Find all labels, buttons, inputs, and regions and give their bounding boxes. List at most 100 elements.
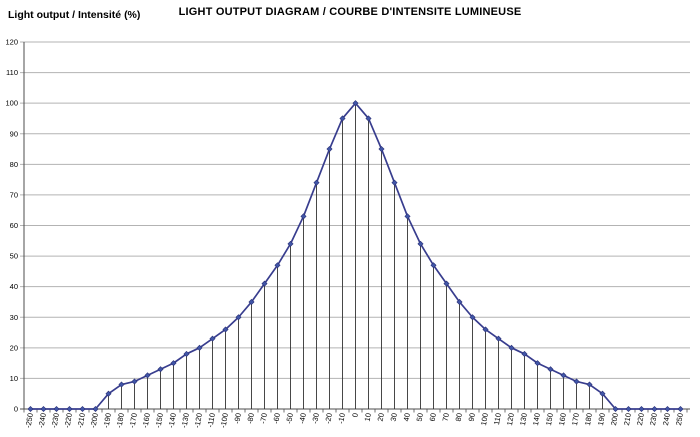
y-tick-label: 30	[10, 313, 18, 322]
x-tick-label: 20	[376, 412, 386, 422]
data-point-marker	[339, 115, 346, 122]
x-tick-label: -240	[36, 412, 47, 428]
x-tick-label: 80	[454, 412, 464, 422]
y-tick-label: 100	[5, 99, 18, 108]
data-point-marker	[79, 405, 86, 413]
x-tick-label: 100	[479, 412, 490, 426]
x-tick-label: 230	[648, 412, 659, 426]
data-point-marker	[365, 115, 372, 122]
x-tick-label: 10	[363, 412, 373, 422]
data-point-marker	[560, 372, 567, 379]
x-tick-label: 180	[583, 412, 594, 426]
data-point-marker	[287, 240, 294, 247]
data-point-marker	[378, 146, 385, 153]
x-tick-label: 200	[609, 412, 620, 426]
data-point-marker	[170, 360, 177, 367]
x-tick-label: -110	[206, 412, 217, 428]
x-tick-label: 110	[492, 412, 503, 425]
data-point-marker	[638, 405, 645, 413]
data-point-marker	[27, 405, 34, 413]
y-tick-label: 110	[6, 68, 18, 77]
data-point-marker	[209, 335, 216, 342]
data-point-marker	[547, 366, 554, 373]
x-tick-label: -40	[297, 412, 308, 424]
data-point-marker	[521, 350, 528, 357]
y-tick-label: 80	[10, 160, 18, 169]
x-tick-label: -20	[323, 412, 334, 424]
data-point-marker	[40, 405, 47, 413]
data-point-marker	[456, 298, 463, 305]
data-point-marker	[404, 213, 411, 220]
data-point-marker	[300, 213, 307, 220]
x-tick-label: -140	[166, 412, 177, 428]
x-tick-label: -70	[258, 412, 269, 424]
data-point-marker	[586, 381, 593, 388]
data-point-marker	[196, 344, 203, 351]
y-tick-label: 70	[10, 190, 18, 199]
data-point-marker	[612, 405, 619, 413]
x-tick-label: -230	[49, 412, 60, 428]
data-point-marker	[443, 280, 450, 287]
x-tick-label: -250	[23, 412, 34, 428]
data-point-marker	[144, 372, 151, 379]
data-point-marker	[183, 350, 190, 357]
x-tick-label: 210	[622, 412, 633, 426]
data-point-marker	[274, 262, 281, 269]
data-point-marker	[313, 179, 320, 186]
data-point-marker	[599, 390, 606, 397]
y-tick-label: 90	[10, 129, 18, 138]
x-tick-label: 30	[389, 412, 399, 422]
y-tick-label: 120	[5, 38, 18, 47]
x-tick-label: 140	[531, 412, 542, 426]
x-tick-label: 170	[570, 412, 581, 426]
data-point-marker	[534, 360, 541, 367]
data-point-marker	[391, 179, 398, 186]
x-tick-label: 40	[402, 412, 412, 422]
data-point-marker	[105, 390, 112, 397]
y-tick-label: 0	[14, 405, 18, 414]
y-tick-label: 50	[10, 252, 18, 261]
x-tick-label: -130	[179, 412, 190, 428]
x-tick-label: -30	[310, 412, 321, 424]
data-point-marker	[664, 405, 671, 413]
x-tick-label: -120	[192, 412, 203, 428]
data-point-marker	[495, 335, 502, 342]
x-tick-label: 130	[518, 412, 529, 426]
x-tick-label: 150	[544, 412, 555, 426]
data-point-marker	[677, 405, 684, 413]
data-point-marker	[417, 240, 424, 247]
x-tick-label: -100	[218, 412, 229, 428]
x-tick-label: 50	[415, 412, 425, 422]
x-tick-label: 220	[635, 412, 646, 426]
data-point-marker	[326, 146, 333, 153]
data-point-marker	[352, 100, 359, 107]
x-tick-label: -170	[127, 412, 138, 428]
x-tick-label: 190	[596, 412, 607, 426]
y-tick-label: 20	[10, 343, 18, 352]
data-point-marker	[482, 326, 489, 333]
x-tick-label: 70	[441, 412, 451, 422]
x-tick-label: 0	[350, 412, 360, 418]
data-point-marker	[430, 262, 437, 269]
chart-title: LIGHT OUTPUT DIAGRAM / COURBE D'INTENSIT…	[178, 6, 522, 18]
data-point-marker	[235, 314, 242, 321]
data-point-marker	[651, 405, 658, 413]
x-tick-label: 240	[661, 412, 672, 426]
x-tick-label: -220	[62, 412, 73, 428]
x-tick-label: -60	[271, 412, 282, 424]
data-point-marker	[118, 381, 125, 388]
x-tick-label: -90	[232, 412, 243, 424]
y-axis-caption: Light output / Intensité (%)	[8, 9, 141, 21]
x-tick-label: 120	[505, 412, 516, 426]
x-tick-label: -150	[153, 412, 164, 428]
x-tick-label: -10	[336, 412, 347, 424]
x-tick-label: -210	[75, 412, 86, 428]
x-tick-label: -50	[284, 412, 295, 424]
x-tick-label: 90	[467, 412, 477, 422]
data-point-marker	[248, 298, 255, 305]
data-point-marker	[222, 326, 229, 333]
x-tick-label: 60	[428, 412, 438, 422]
data-point-marker	[53, 405, 60, 413]
data-point-marker	[261, 280, 268, 287]
